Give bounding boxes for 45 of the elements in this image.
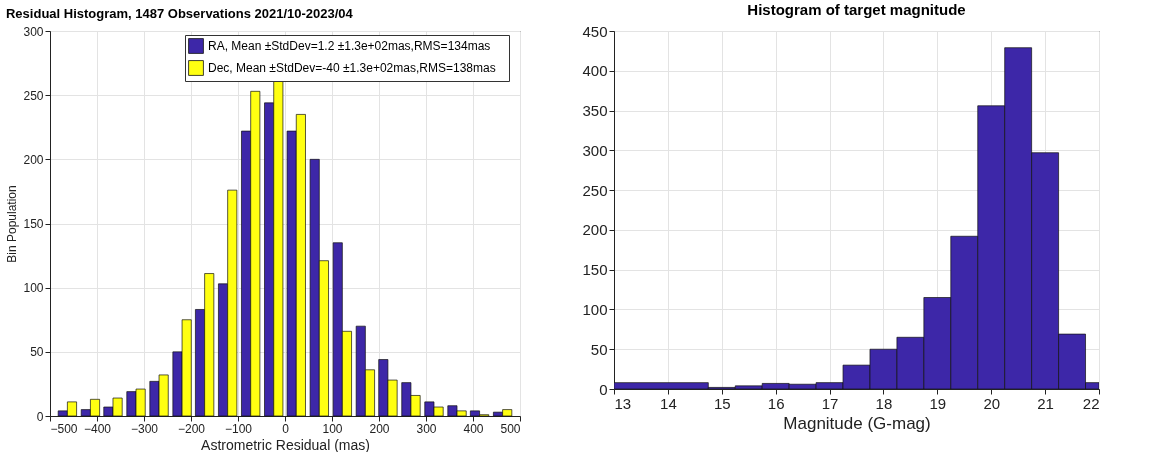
x-tick-label: 18 <box>875 394 893 412</box>
y-tick-label: 100 <box>582 300 608 318</box>
x-tick-label: 14 <box>660 394 677 412</box>
x-tick-label: −500 <box>50 421 78 436</box>
legend-label: Dec, Mean ±StdDev=-40 ±1.3e+02mas,RMS=138mas <box>208 61 496 75</box>
x-tick-label: 21 <box>1037 394 1054 412</box>
x-tick-label: −400 <box>83 421 112 436</box>
x-tick-label: −200 <box>177 421 206 436</box>
x-axis-title: Magnitude (G-mag) <box>783 413 931 433</box>
chart-title: Residual Histogram, 1487 Observations 2021/10-2023/04 <box>5 6 354 21</box>
y-tick-label: 0 <box>36 409 44 424</box>
x-tick-label: 200 <box>369 421 390 436</box>
y-tick-label: 200 <box>582 221 608 239</box>
x-tick-label: 300 <box>416 421 437 436</box>
x-tick-label: 22 <box>1082 394 1100 412</box>
y-tick-label: 350 <box>582 102 608 120</box>
x-tick-label: 0 <box>282 421 290 436</box>
legend-label: RA, Mean ±StdDev=1.2 ±1.3e+02mas,RMS=134mas <box>208 39 491 53</box>
y-axis-title: Bin Population <box>5 185 20 263</box>
x-tick-label: 19 <box>929 394 947 412</box>
y-tick-label: 100 <box>23 281 44 296</box>
x-axis-title: Astrometric Residual (mas) <box>201 436 370 452</box>
x-tick-label: −300 <box>130 421 159 436</box>
y-tick-label: 300 <box>23 24 44 39</box>
x-tick-label: 20 <box>983 394 1001 412</box>
y-tick-label: 250 <box>23 88 44 103</box>
y-tick-label: 450 <box>582 22 608 40</box>
y-tick-label: 0 <box>599 380 608 398</box>
x-tick-label: 16 <box>767 394 785 412</box>
chart-title: Histogram of target magnitude <box>747 1 966 18</box>
x-tick-label: 400 <box>463 421 484 436</box>
x-tick-label: 100 <box>322 421 343 436</box>
y-tick-label: 150 <box>23 217 44 231</box>
y-tick-label: 200 <box>23 152 44 167</box>
x-tick-label: 15 <box>713 394 731 412</box>
y-tick-label: 150 <box>582 261 608 279</box>
y-tick-label: 250 <box>582 181 608 199</box>
x-tick-label: 500 <box>500 421 521 436</box>
y-tick-label: 300 <box>582 141 608 159</box>
y-tick-label: 50 <box>590 340 608 358</box>
y-tick-label: 400 <box>582 62 608 80</box>
x-tick-label: 13 <box>614 394 632 412</box>
x-tick-label: −100 <box>224 421 253 436</box>
x-tick-label: 17 <box>821 394 839 412</box>
y-tick-label: 50 <box>30 345 44 360</box>
